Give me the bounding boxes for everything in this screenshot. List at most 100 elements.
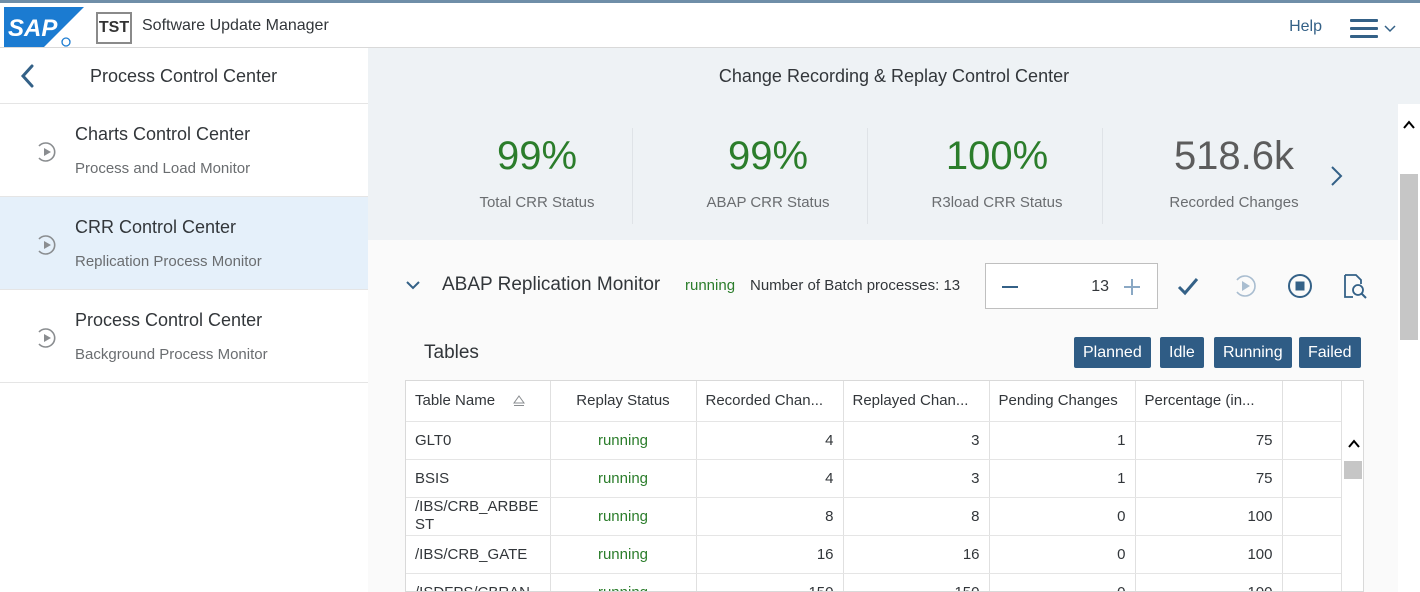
cell-pending: 1 xyxy=(989,421,1136,460)
detail-title: Change Recording & Replay Control Center xyxy=(718,66,1070,86)
back-button[interactable] xyxy=(14,62,42,90)
stop-icon[interactable] xyxy=(1286,272,1314,300)
column-header-table-name[interactable]: Table Name xyxy=(406,381,551,422)
column-header-replay-status[interactable]: Replay Status xyxy=(550,381,697,422)
sort-icon xyxy=(513,395,526,407)
play-process-icon[interactable] xyxy=(1230,272,1258,300)
process-play-icon xyxy=(38,235,56,255)
kpi-r3load-crr[interactable]: 100% R3load CRR Status xyxy=(880,128,1114,224)
minus-icon[interactable] xyxy=(996,272,1026,302)
stepper-value[interactable]: 13 xyxy=(1091,278,1109,295)
cell-table-name: GLT0 xyxy=(406,421,551,460)
cell-empty xyxy=(1282,497,1343,536)
master-item-process[interactable]: Process Control Center Background Proces… xyxy=(0,290,368,383)
kpi-label: Recorded Changes xyxy=(1169,194,1299,211)
cell-replay-status: running xyxy=(550,535,697,574)
cell-empty xyxy=(1282,459,1343,498)
svg-text:SAP: SAP xyxy=(8,15,58,42)
cell-recorded: 4 xyxy=(696,459,844,498)
chevron-up-icon[interactable] xyxy=(1402,118,1416,132)
master-item-charts[interactable]: Charts Control Center Process and Load M… xyxy=(0,104,368,197)
chevron-right-icon[interactable] xyxy=(1326,162,1346,190)
kpi-recorded-changes[interactable]: 518.6k Recorded Changes xyxy=(1117,128,1351,224)
table-row[interactable]: /ISDFPS/CBRAN running 150 150 0 100 xyxy=(406,573,1343,591)
filter-failed-button[interactable]: Failed xyxy=(1299,337,1361,368)
column-header-recorded[interactable]: Recorded Chan... xyxy=(696,381,844,422)
cell-replay-status: running xyxy=(550,497,697,536)
process-play-icon xyxy=(38,142,56,162)
kpi-total-crr[interactable]: 99% Total CRR Status xyxy=(420,128,654,224)
kpi-abap-crr[interactable]: 99% ABAP CRR Status xyxy=(651,128,885,224)
table-row[interactable]: /IBS/CRB_GATE running 16 16 0 100 xyxy=(406,535,1343,574)
grid-scroll-thumb[interactable] xyxy=(1344,461,1362,479)
table-row[interactable]: /IBS/CRB_ARBBEST running 8 8 0 100 xyxy=(406,497,1343,536)
user-menu-button[interactable] xyxy=(1350,13,1406,43)
cell-percentage: 75 xyxy=(1135,421,1283,460)
monitor-status: running xyxy=(685,277,736,294)
filter-planned-button[interactable]: Planned xyxy=(1074,337,1151,368)
help-link[interactable]: Help xyxy=(1289,18,1322,35)
master-item-desc: Process and Load Monitor xyxy=(75,160,251,177)
cell-replay-status: running xyxy=(550,421,697,460)
cell-pending: 0 xyxy=(989,497,1136,536)
master-item-title: CRR Control Center xyxy=(75,217,237,237)
kpi-value: 99% xyxy=(727,134,809,178)
table-row[interactable]: GLT0 running 4 3 1 75 xyxy=(406,421,1343,460)
table-row[interactable]: BSIS running 4 3 1 75 xyxy=(406,459,1343,498)
column-header-percentage[interactable]: Percentage (in... xyxy=(1135,381,1283,422)
cell-table-name: /IBS/CRB_ARBBEST xyxy=(406,497,551,536)
kpi-label: R3load CRR Status xyxy=(931,194,1063,211)
scroll-thumb[interactable] xyxy=(1400,174,1418,340)
system-id-badge: TST xyxy=(96,12,132,44)
cell-pending: 0 xyxy=(989,573,1136,591)
plus-icon[interactable] xyxy=(1117,272,1147,302)
detail-header: Change Recording & Replay Control Center xyxy=(368,48,1420,104)
cell-pending: 1 xyxy=(989,459,1136,498)
tables-title: Tables xyxy=(424,342,479,363)
accept-icon[interactable] xyxy=(1174,272,1202,300)
master-list: Charts Control Center Process and Load M… xyxy=(0,104,368,383)
cell-replay-status: running xyxy=(550,573,697,591)
table-header-row: Table Name Replay Status Recorded Chan..… xyxy=(406,381,1343,422)
master-item-desc: Background Process Monitor xyxy=(75,346,268,363)
master-item-desc: Replication Process Monitor xyxy=(75,253,262,270)
chevron-up-icon[interactable] xyxy=(1347,437,1361,451)
process-play-icon xyxy=(38,328,56,348)
cell-replayed: 3 xyxy=(843,459,990,498)
cell-table-name: /IBS/CRB_GATE xyxy=(406,535,551,574)
hamburger-menu-icon xyxy=(1350,18,1378,38)
cell-percentage: 100 xyxy=(1135,535,1283,574)
batch-stepper[interactable]: 13 xyxy=(985,263,1158,309)
monitor-toolbar: ABAP Replication Monitor running Number … xyxy=(368,260,1398,312)
kpi-value: 99% xyxy=(496,134,578,178)
kpi-value: 100% xyxy=(945,134,1049,178)
master-item-crr[interactable]: CRR Control Center Replication Process M… xyxy=(0,197,368,290)
cell-table-name: /ISDFPS/CBRAN xyxy=(406,573,551,591)
kpi-header: 99% Total CRR Status 99% ABAP CRR Status… xyxy=(368,104,1398,240)
kpi-label: Total CRR Status xyxy=(479,194,595,211)
cell-empty xyxy=(1282,573,1343,591)
master-item-title: Process Control Center xyxy=(75,310,263,330)
app-title: Software Update Manager xyxy=(142,17,329,34)
cell-percentage: 100 xyxy=(1135,573,1283,591)
kpi-divider xyxy=(632,128,633,224)
master-header: Process Control Center xyxy=(0,48,368,104)
column-header-replayed[interactable]: Replayed Chan... xyxy=(843,381,990,422)
column-header-empty xyxy=(1282,381,1343,422)
grid-scrollbar[interactable] xyxy=(1341,381,1363,591)
document-search-icon[interactable] xyxy=(1340,272,1368,300)
chevron-down-icon[interactable] xyxy=(404,276,422,294)
filter-running-button[interactable]: Running xyxy=(1214,337,1292,368)
batch-processes-label: Number of Batch processes: 13 xyxy=(750,277,960,294)
sap-logo[interactable]: SAP xyxy=(4,7,84,47)
cell-recorded: 150 xyxy=(696,573,844,591)
cell-replay-status: running xyxy=(550,459,697,498)
kpi-divider xyxy=(867,128,868,224)
page-scrollbar[interactable] xyxy=(1398,104,1420,592)
filter-idle-button[interactable]: Idle xyxy=(1160,337,1204,368)
batch-count: 13 xyxy=(943,277,961,294)
detail-content: ABAP Replication Monitor running Number … xyxy=(368,240,1398,592)
master-title: Process Control Center xyxy=(90,66,278,86)
column-header-pending[interactable]: Pending Changes xyxy=(989,381,1136,422)
monitor-title: ABAP Replication Monitor xyxy=(442,274,661,295)
